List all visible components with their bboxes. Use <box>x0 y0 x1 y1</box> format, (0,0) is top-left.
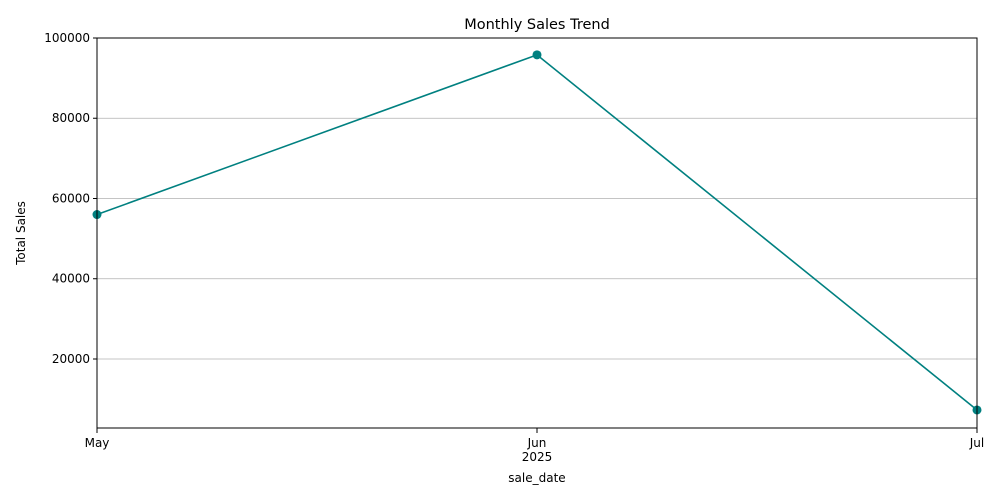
x-tick-label: Jul <box>969 436 984 450</box>
y-tick-label: 80000 <box>52 111 90 125</box>
x-axis-ticks: May Jun Jul <box>85 428 984 450</box>
x-tick-label: Jun <box>527 436 547 450</box>
y-grid <box>97 37 977 360</box>
plot-frame <box>96 37 978 429</box>
y-tick-label: 100000 <box>44 31 90 45</box>
y-axis-label: Total Sales <box>14 201 28 266</box>
chart-title: Monthly Sales Trend <box>464 17 610 33</box>
series-line <box>96 53 978 411</box>
data-point <box>532 50 542 60</box>
y-tick-label: 40000 <box>52 272 90 286</box>
x-year-label: 2025 <box>522 450 553 464</box>
y-axis-ticks: 20000 40000 60000 80000 100000 <box>44 31 97 366</box>
x-tick-label: May <box>85 436 110 450</box>
y-tick-label: 60000 <box>52 191 90 205</box>
y-tick-label: 20000 <box>52 352 90 366</box>
x-axis-label: sale_date <box>508 471 565 485</box>
series-layer <box>92 50 982 415</box>
